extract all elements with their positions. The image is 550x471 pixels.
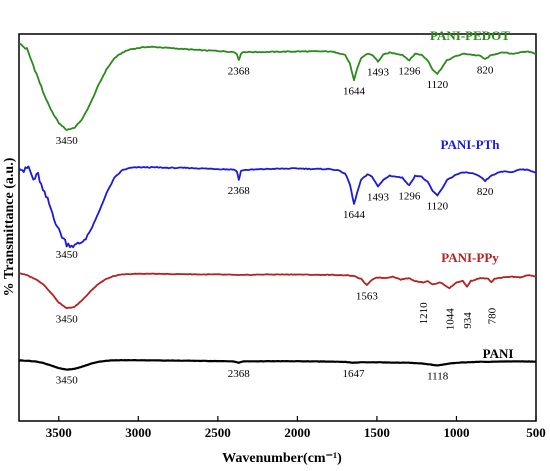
x-tick-label: 2500 bbox=[205, 425, 231, 440]
y-axis-label: % Transmittance (a.u.) bbox=[2, 157, 17, 296]
peak-label: 1563 bbox=[356, 290, 379, 302]
peak-label: 1210 bbox=[418, 302, 430, 325]
peak-label: 934 bbox=[462, 312, 474, 329]
x-axis-label: Wavenumber(cm⁻¹) bbox=[222, 451, 342, 466]
series-label-layer: PANI-PEDOT PANI-PTh PANI-PPy PANI bbox=[430, 28, 513, 361]
peak-label: 1296 bbox=[398, 191, 421, 203]
peak-label: 1644 bbox=[343, 209, 366, 221]
peak-label: 1493 bbox=[367, 67, 390, 79]
peak-label: 1296 bbox=[398, 65, 421, 77]
peak-label: 3450 bbox=[56, 135, 79, 147]
plot-frame bbox=[18, 33, 537, 422]
series-label-pani: PANI bbox=[483, 346, 514, 361]
peak-label: 1120 bbox=[427, 200, 449, 212]
x-tick-layer: 3500 3000 2500 2000 1500 1000 500 bbox=[46, 416, 546, 440]
x-tick-label: 3000 bbox=[125, 425, 151, 440]
peak-label: 3450 bbox=[56, 249, 79, 261]
peak-label: 3450 bbox=[56, 375, 79, 387]
series-layer bbox=[18, 43, 537, 371]
peak-label: 1647 bbox=[343, 368, 366, 380]
peak-label: 780 bbox=[487, 307, 499, 324]
peak-label: 2368 bbox=[228, 185, 251, 197]
peak-label: 3450 bbox=[56, 313, 79, 325]
series-label-pani-ppy: PANI-PPy bbox=[441, 250, 499, 265]
peak-label: 820 bbox=[477, 64, 494, 76]
peak-label: 1120 bbox=[427, 79, 449, 91]
series-line-pani-pth bbox=[18, 165, 536, 249]
peak-label: 1044 bbox=[445, 308, 457, 331]
peak-label: 2368 bbox=[228, 65, 251, 77]
peak-label: 2368 bbox=[228, 368, 251, 380]
series-label-pani-pedot: PANI-PEDOT bbox=[430, 28, 510, 43]
x-tick-label: 3500 bbox=[46, 425, 72, 440]
x-tick-label: 2000 bbox=[284, 425, 310, 440]
peak-label: 1644 bbox=[343, 86, 366, 98]
x-tick-label: 1500 bbox=[364, 425, 390, 440]
peak-label: 820 bbox=[477, 186, 494, 198]
peak-label: 1493 bbox=[367, 192, 390, 204]
series-line-pani-ppy bbox=[18, 272, 537, 310]
series-line-pani bbox=[18, 359, 537, 371]
peak-label: 1118 bbox=[427, 371, 449, 383]
x-tick-label: 1000 bbox=[444, 425, 470, 440]
series-line-pani-pedot bbox=[18, 43, 537, 131]
x-tick-label: 500 bbox=[526, 425, 546, 440]
series-label-pani-pth: PANI-PTh bbox=[441, 137, 501, 152]
